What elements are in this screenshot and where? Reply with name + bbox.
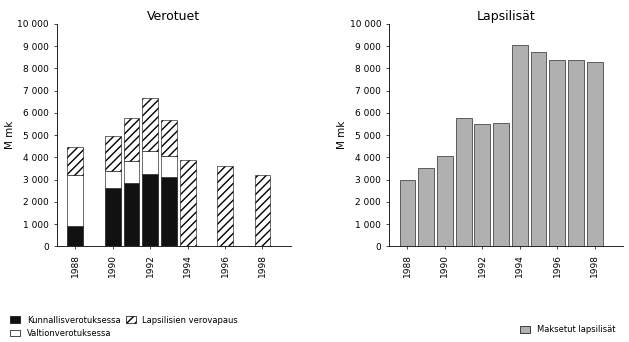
Bar: [67, 226, 83, 246]
Bar: [105, 171, 121, 188]
Bar: [142, 150, 158, 174]
Bar: [217, 166, 233, 246]
Bar: [418, 169, 434, 246]
Bar: [105, 136, 121, 171]
Bar: [493, 123, 509, 246]
Bar: [474, 124, 491, 246]
Bar: [142, 174, 158, 246]
Y-axis label: M mk: M mk: [4, 121, 14, 149]
Bar: [255, 175, 270, 246]
Y-axis label: M mk: M mk: [337, 121, 347, 149]
Bar: [123, 161, 140, 183]
Bar: [437, 156, 453, 246]
Bar: [549, 60, 565, 246]
Bar: [587, 62, 603, 246]
Bar: [568, 60, 584, 246]
Bar: [142, 98, 158, 150]
Legend: Kunnallisverotuksessa, Valtionverotuksessa, Lapsilisien verovapaus: Kunnallisverotuksessa, Valtionverotukses…: [11, 316, 238, 338]
Bar: [67, 175, 83, 226]
Bar: [67, 147, 83, 175]
Bar: [512, 45, 528, 246]
Legend: Maksetut lapsilisät: Maksetut lapsilisät: [516, 322, 618, 338]
Title: Lapsilisät: Lapsilisät: [476, 10, 535, 23]
Bar: [105, 188, 121, 246]
Bar: [161, 156, 177, 177]
Bar: [530, 52, 547, 246]
Bar: [123, 183, 140, 246]
Bar: [161, 177, 177, 246]
Bar: [161, 120, 177, 156]
Bar: [180, 159, 196, 246]
Bar: [123, 118, 140, 161]
Title: Verotuet: Verotuet: [147, 10, 200, 23]
Bar: [399, 180, 415, 246]
Bar: [455, 118, 472, 246]
